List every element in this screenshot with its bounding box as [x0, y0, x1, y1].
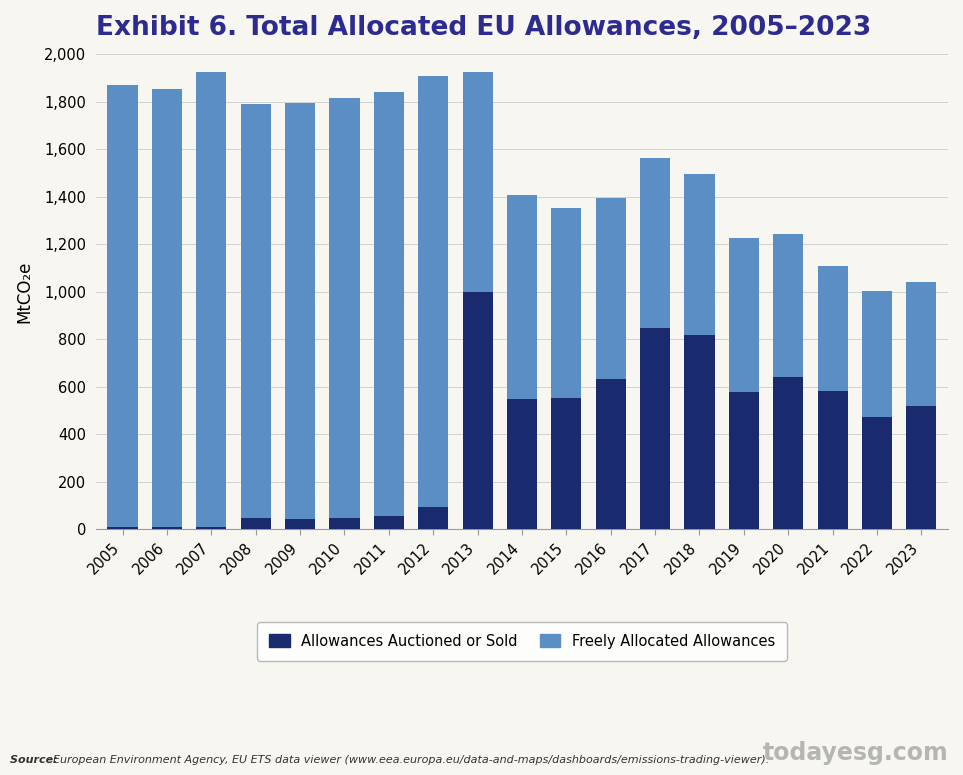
Bar	[551, 208, 582, 398]
Bar	[596, 379, 626, 529]
Bar	[329, 518, 359, 529]
Bar	[152, 89, 182, 527]
Bar	[818, 266, 847, 391]
Bar	[108, 85, 138, 526]
Bar	[241, 105, 271, 518]
Bar	[462, 292, 493, 529]
Legend: Allowances Auctioned or Sold, Freely Allocated Allowances: Allowances Auctioned or Sold, Freely All…	[257, 622, 787, 660]
Bar	[906, 282, 936, 406]
Bar	[773, 234, 803, 377]
Bar	[729, 238, 759, 392]
Bar	[640, 328, 670, 529]
Bar	[374, 516, 403, 529]
Bar	[241, 518, 271, 529]
Bar	[329, 98, 359, 518]
Bar	[196, 72, 226, 527]
Bar	[685, 335, 715, 529]
Bar	[152, 527, 182, 529]
Y-axis label: MtCO₂e: MtCO₂e	[15, 260, 33, 323]
Bar	[196, 527, 226, 529]
Text: Source:: Source:	[10, 755, 61, 765]
Bar	[507, 195, 537, 399]
Bar	[108, 526, 138, 529]
Bar	[418, 507, 449, 529]
Bar	[551, 398, 582, 529]
Text: Exhibit 6. Total Allocated EU Allowances, 2005–2023: Exhibit 6. Total Allocated EU Allowances…	[96, 15, 872, 41]
Bar	[462, 72, 493, 292]
Bar	[685, 174, 715, 335]
Bar	[729, 392, 759, 529]
Text: todayesg.com: todayesg.com	[763, 741, 949, 765]
Bar	[596, 198, 626, 379]
Bar	[906, 406, 936, 529]
Bar	[818, 391, 847, 529]
Bar	[773, 377, 803, 529]
Bar	[418, 76, 449, 507]
Bar	[285, 519, 315, 529]
Text: European Environment Agency, EU ETS data viewer (www.eea.europa.eu/data-and-maps: European Environment Agency, EU ETS data…	[53, 755, 769, 765]
Bar	[285, 103, 315, 519]
Bar	[862, 291, 892, 418]
Bar	[640, 157, 670, 328]
Bar	[507, 399, 537, 529]
Bar	[862, 418, 892, 529]
Bar	[374, 92, 403, 516]
